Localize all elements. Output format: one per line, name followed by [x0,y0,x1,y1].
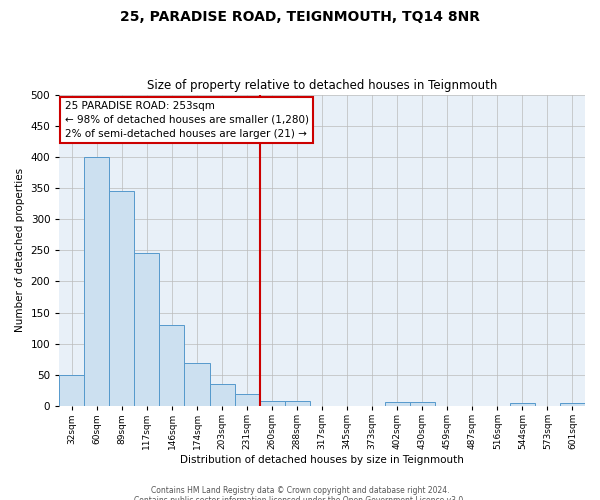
Bar [284,401,310,406]
Title: Size of property relative to detached houses in Teignmouth: Size of property relative to detached ho… [147,79,497,92]
Text: 25, PARADISE ROAD, TEIGNMOUTH, TQ14 8NR: 25, PARADISE ROAD, TEIGNMOUTH, TQ14 8NR [120,10,480,24]
Bar [134,254,160,406]
X-axis label: Distribution of detached houses by size in Teignmouth: Distribution of detached houses by size … [180,455,464,465]
Bar [59,375,85,406]
Text: Contains public sector information licensed under the Open Government Licence v3: Contains public sector information licen… [134,496,466,500]
Bar [385,402,410,406]
Bar [260,401,284,406]
Y-axis label: Number of detached properties: Number of detached properties [15,168,25,332]
Bar [510,403,535,406]
Bar [85,157,109,406]
Bar [410,402,435,406]
Text: Contains HM Land Registry data © Crown copyright and database right 2024.: Contains HM Land Registry data © Crown c… [151,486,449,495]
Bar [209,384,235,406]
Bar [560,403,585,406]
Bar [109,191,134,406]
Text: 25 PARADISE ROAD: 253sqm
← 98% of detached houses are smaller (1,280)
2% of semi: 25 PARADISE ROAD: 253sqm ← 98% of detach… [65,101,308,139]
Bar [184,362,209,406]
Bar [160,325,184,406]
Bar [235,394,260,406]
